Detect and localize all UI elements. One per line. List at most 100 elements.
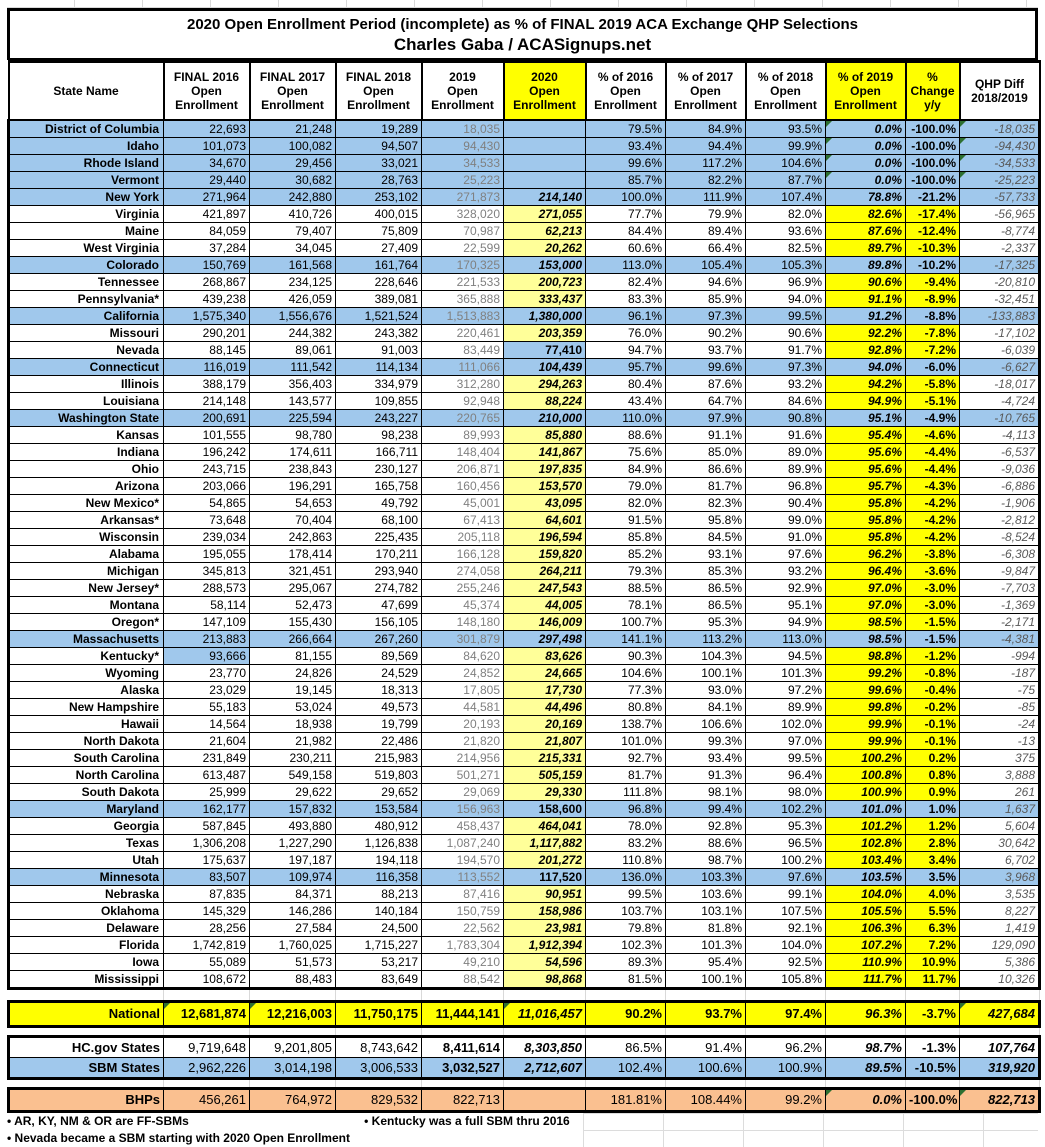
cell-diff: 5,604 — [959, 817, 1041, 835]
summary-row-hcgov: HC.gov States 9,719,648 9,201,805 8,743,642… — [7, 1035, 1041, 1058]
table-row: Alaska 23,029 19,145 18,313 17,805 17,730 77.3… — [7, 681, 1041, 699]
cell-pct2017: 93.1% — [665, 545, 746, 563]
column-header-diff: QHP Diff 2018/2019 — [958, 60, 1041, 121]
cell-oe2019: 83,449 — [421, 341, 504, 359]
cell-pct2019: 95.8% — [825, 511, 906, 529]
summary-cell-chg: -100.0% — [905, 1087, 960, 1113]
cell-oe2020: 21,807 — [503, 732, 586, 750]
cell-final2017: 238,843 — [249, 460, 336, 478]
cell-oe2019: 458,437 — [421, 817, 504, 835]
cell-final2017: 225,594 — [249, 409, 336, 427]
table-row: West Virginia 37,284 34,045 27,409 22,599 20,… — [7, 239, 1041, 257]
cell-chg: 2.8% — [905, 834, 960, 852]
cell-pct2019: 99.8% — [825, 698, 906, 716]
cell-pct2017: 95.4% — [665, 953, 746, 971]
cell-pct2018: 107.5% — [745, 902, 826, 920]
cell-final2018: 400,015 — [335, 205, 422, 223]
cell-diff: 261 — [959, 783, 1041, 801]
cell-final2017: 143,577 — [249, 392, 336, 410]
cell-pct2018: 102.2% — [745, 800, 826, 818]
cell-final2017: 1,760,025 — [249, 936, 336, 954]
cell-chg: -17.4% — [905, 205, 960, 223]
grid-gap-cell — [665, 1026, 746, 1037]
cell-pct2019: 95.4% — [825, 426, 906, 444]
cell-oe2019: 148,404 — [421, 443, 504, 461]
cell-pct2019: 92.8% — [825, 341, 906, 359]
cell-oe2020 — [503, 171, 586, 189]
cell-final2018: 170,211 — [335, 545, 422, 563]
summary-cell-diff: 822,713 — [959, 1087, 1041, 1113]
cell-diff: -13 — [959, 732, 1041, 750]
cell-pct2017: 99.3% — [665, 732, 746, 750]
state-name: New Jersey* — [7, 579, 164, 597]
cell-final2018: 18,313 — [335, 681, 422, 699]
cell-oe2020: 90,951 — [503, 885, 586, 903]
cell-final2017: 21,248 — [249, 119, 336, 138]
cell-final2018: 161,764 — [335, 256, 422, 274]
state-name: Minnesota — [7, 868, 164, 886]
cell-pct2017: 64.7% — [665, 392, 746, 410]
cell-oe2019: 22,599 — [421, 239, 504, 257]
summary-cell-pct2019: 0.0% — [825, 1087, 906, 1113]
cell-final2018: 156,105 — [335, 613, 422, 631]
cell-pct2018: 113.0% — [745, 630, 826, 648]
cell-final2018: 19,799 — [335, 715, 422, 733]
cell-oe2019: 194,570 — [421, 851, 504, 869]
table-row: North Dakota 21,604 21,982 22,486 21,820 21,8… — [7, 732, 1041, 750]
cell-pct2016: 83.2% — [585, 834, 666, 852]
summary-cell-oe2020: 11,016,457 — [503, 1000, 586, 1028]
cell-chg: 3.4% — [905, 851, 960, 869]
state-name: North Dakota — [7, 732, 164, 750]
cell-final2017: 30,682 — [249, 171, 336, 189]
column-header-oe2019: 2019 Open Enrollment — [420, 60, 505, 121]
cell-final2016: 162,177 — [163, 800, 250, 818]
cell-final2017: 321,451 — [249, 562, 336, 580]
cell-final2017: 51,573 — [249, 953, 336, 971]
grid-gap-cell — [421, 1026, 504, 1037]
summary-cell-final2016: 456,261 — [163, 1087, 250, 1113]
cell-oe2020: 88,224 — [503, 392, 586, 410]
cell-pct2017: 66.4% — [665, 239, 746, 257]
cell-chg: -0.4% — [905, 681, 960, 699]
cell-final2017: 242,880 — [249, 188, 336, 206]
cell-oe2019: 87,416 — [421, 885, 504, 903]
cell-chg: -8.8% — [905, 307, 960, 325]
cell-pct2019: 107.2% — [825, 936, 906, 954]
cell-pct2016: 113.0% — [585, 256, 666, 274]
cell-oe2019: 44,581 — [421, 698, 504, 716]
cell-final2016: 14,564 — [163, 715, 250, 733]
table-row: Arizona 203,066 196,291 165,758 160,456 153,5… — [7, 477, 1041, 495]
cell-pct2018: 102.0% — [745, 715, 826, 733]
cell-pct2017: 93.4% — [665, 749, 746, 767]
table-row: Hawaii 14,564 18,938 19,799 20,193 20,169 138.… — [7, 715, 1041, 733]
cell-final2018: 253,102 — [335, 188, 422, 206]
cell-oe2019: 166,128 — [421, 545, 504, 563]
cell-pct2018: 90.4% — [745, 494, 826, 512]
cell-final2017: 89,061 — [249, 341, 336, 359]
cell-chg: 0.2% — [905, 749, 960, 767]
cell-final2016: 101,073 — [163, 137, 250, 155]
cell-diff: -1,906 — [959, 494, 1041, 512]
grid-gap-cell — [163, 988, 250, 1002]
cell-oe2019: 328,020 — [421, 205, 504, 223]
cell-diff: -7,703 — [959, 579, 1041, 597]
cell-oe2020: 203,359 — [503, 324, 586, 342]
cell-chg: 0.8% — [905, 766, 960, 784]
grid-gap-cell — [585, 988, 666, 1002]
cell-pct2018: 93.2% — [745, 562, 826, 580]
cell-diff: -4,724 — [959, 392, 1041, 410]
grid-gap-cell — [421, 988, 504, 1002]
grid-gap-cell — [249, 988, 336, 1002]
cell-chg: 10.9% — [905, 953, 960, 971]
spreadsheet-grid-strip — [7, 0, 1038, 8]
table-row: Connecticut 116,019 111,542 114,134 111,066 1… — [7, 358, 1041, 376]
table-row: Ohio 243,715 238,843 230,127 206,871 197,835 8… — [7, 460, 1041, 478]
cell-final2018: 98,238 — [335, 426, 422, 444]
table-row: New Jersey* 288,573 295,067 274,782 255,246 2… — [7, 579, 1041, 597]
cell-diff: -2,337 — [959, 239, 1041, 257]
cell-oe2019: 160,456 — [421, 477, 504, 495]
cell-oe2019: 20,193 — [421, 715, 504, 733]
cell-diff: 6,702 — [959, 851, 1041, 869]
table-row: Rhode Island 34,670 29,456 33,021 34,533 99.6… — [7, 154, 1041, 172]
cell-final2018: 194,118 — [335, 851, 422, 869]
